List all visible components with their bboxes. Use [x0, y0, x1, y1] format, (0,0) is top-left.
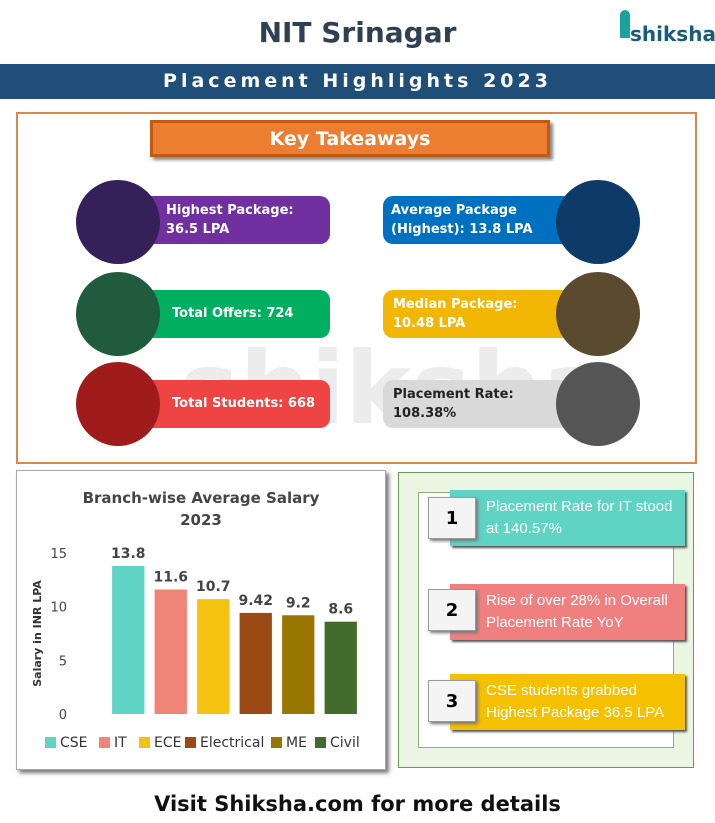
icon	[556, 180, 640, 264]
y-axis-label: Salary in INR LPA	[31, 580, 44, 687]
bar	[112, 565, 145, 714]
highlight-text: Rise of over 28% in Overall Placement Ra…	[450, 584, 685, 640]
highlight-number: 3	[428, 680, 476, 722]
legend-swatch	[271, 737, 282, 748]
data-label: 11.6	[153, 569, 188, 585]
legend-swatch	[99, 737, 110, 748]
chart: Branch-wise Average Salary 2023 Salary in …	[16, 470, 386, 770]
legend-swatch	[45, 737, 56, 748]
icon	[76, 180, 160, 264]
highlight-number: 2	[428, 589, 476, 631]
takeaways-title: Key Takeaways	[150, 120, 550, 157]
y-tick-label: 15	[50, 547, 67, 562]
icon	[76, 272, 160, 356]
data-label: 8.6	[328, 602, 353, 618]
chart-title: Branch-wise Average Salary 2023	[83, 489, 320, 529]
legend-swatch	[315, 737, 326, 748]
bar	[324, 621, 357, 714]
y-tick-label: 5	[59, 654, 67, 669]
takeaway: Highest Package: 36.5 LPA	[140, 196, 330, 244]
legend-swatch	[139, 737, 150, 748]
bar	[197, 599, 230, 714]
legend-label: ECE	[154, 735, 181, 751]
legend-label: IT	[114, 735, 127, 751]
bar	[239, 612, 272, 714]
legend-label: ME	[286, 735, 307, 751]
takeaway: Total Students: 668	[140, 380, 330, 428]
data-label: 9.2	[286, 595, 311, 611]
logo: shiksha	[630, 22, 715, 46]
legend-label: Civil	[330, 735, 360, 751]
data-label: 10.7	[196, 579, 231, 595]
icon	[556, 362, 640, 446]
page-title: NIT Srinagar	[258, 16, 457, 49]
icon	[76, 362, 160, 446]
highlight-text: Placement Rate for IT stood at 140.57%	[450, 490, 685, 546]
bar	[154, 589, 187, 714]
banner-text: Placement Highlights 2023	[163, 70, 552, 92]
takeaways-box	[16, 112, 697, 464]
data-label: 13.8	[111, 546, 146, 562]
bar	[282, 615, 315, 714]
logo-icon	[620, 10, 630, 38]
legend-swatch	[185, 737, 196, 748]
icon	[556, 272, 640, 356]
takeaway: Placement Rate: 108.38%	[383, 380, 573, 428]
footer: Visit Shiksha.com for more details	[154, 792, 561, 816]
takeaway: Total Offers: 724	[140, 290, 330, 338]
y-tick-label: 0	[59, 708, 67, 723]
banner	[0, 64, 715, 99]
takeaway: Median Package: 10.48 LPA	[383, 290, 573, 338]
legend-label: Electrical	[200, 735, 264, 751]
takeaway: Average Package (Highest): 13.8 LPA	[383, 196, 573, 244]
data-label: 9.42	[238, 593, 273, 609]
legend-label: CSE	[60, 735, 88, 751]
highlight-text: CSE students grabbed Highest Package 36.…	[450, 674, 685, 730]
y-tick-label: 10	[50, 601, 67, 616]
highlight-number: 1	[428, 497, 476, 539]
